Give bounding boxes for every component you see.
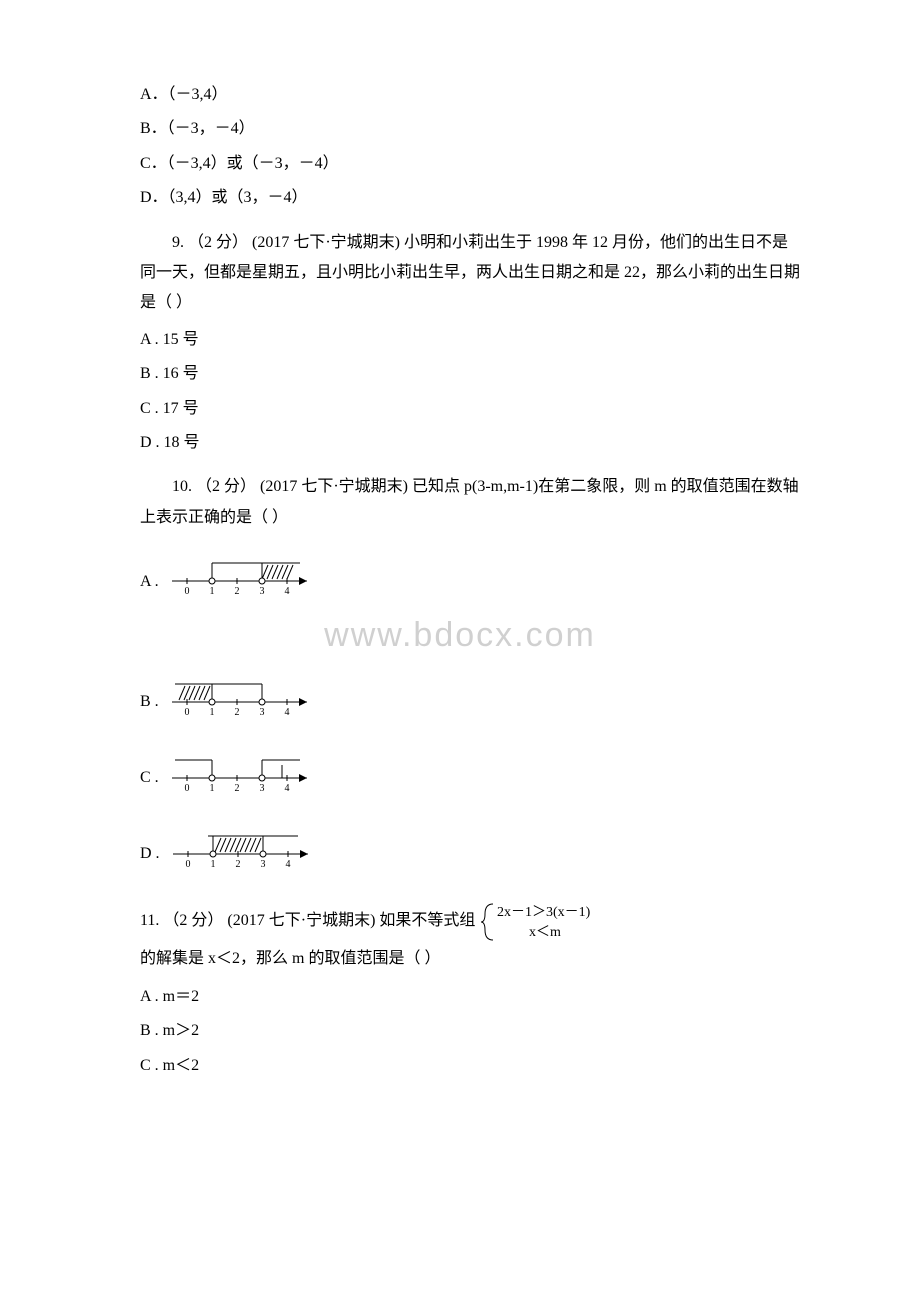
svg-text:4: 4 bbox=[284, 783, 289, 794]
q11-stem-line: 11. （2 分） (2017 七下·宁城期末) 如果不等式组 2x－1＞3(x… bbox=[140, 900, 820, 944]
watermark: www.bdocx.com bbox=[100, 603, 820, 668]
q10-option-c-label: C . bbox=[140, 763, 159, 793]
svg-text:2: 2 bbox=[234, 707, 239, 718]
q8-option-b: B．（－3，－4） bbox=[140, 114, 820, 144]
brace-system-icon: 2x－1＞3(x－1) x＜m bbox=[481, 900, 631, 944]
svg-text:2x－1＞3(x－1): 2x－1＞3(x－1) bbox=[497, 905, 591, 920]
q10-option-a-label: A . bbox=[140, 567, 159, 597]
q11-option-a: A . m＝2 bbox=[140, 982, 820, 1012]
number-line-a: 0 1 2 3 4 bbox=[167, 551, 317, 597]
q10-option-d: D . 0 1 2 3 4 bbox=[140, 824, 820, 870]
svg-text:2: 2 bbox=[234, 783, 239, 794]
svg-text:1: 1 bbox=[209, 707, 214, 718]
svg-text:x＜m: x＜m bbox=[529, 925, 561, 940]
q10-option-c: C . 0 1 2 3 4 bbox=[140, 748, 820, 794]
q8-option-a: A．（－3,4） bbox=[140, 80, 820, 110]
svg-text:1: 1 bbox=[209, 586, 214, 597]
svg-text:1: 1 bbox=[209, 783, 214, 794]
number-line-d: 0 1 2 3 4 bbox=[168, 824, 318, 870]
number-line-c: 0 1 2 3 4 bbox=[167, 748, 317, 794]
number-line-b: 0 1 2 3 4 bbox=[167, 672, 317, 718]
svg-text:3: 3 bbox=[259, 783, 264, 794]
q10-option-b-label: B . bbox=[140, 687, 159, 717]
svg-text:3: 3 bbox=[260, 859, 265, 870]
q9-option-b: B . 16 号 bbox=[140, 359, 820, 389]
q9-stem: 9. （2 分） (2017 七下·宁城期末) 小明和小莉出生于 1998 年 … bbox=[100, 228, 820, 319]
q10-option-d-label: D . bbox=[140, 839, 160, 869]
svg-text:0: 0 bbox=[185, 859, 190, 870]
q11-option-c: C . m＜2 bbox=[140, 1051, 820, 1081]
svg-text:4: 4 bbox=[284, 586, 289, 597]
svg-text:3: 3 bbox=[259, 586, 264, 597]
q9-option-d: D . 18 号 bbox=[140, 428, 820, 458]
svg-text:0: 0 bbox=[184, 586, 189, 597]
q11-suffix: 的解集是 x＜2，那么 m 的取值范围是（ ） bbox=[140, 944, 820, 974]
svg-text:4: 4 bbox=[284, 707, 289, 718]
svg-text:2: 2 bbox=[234, 586, 239, 597]
svg-text:3: 3 bbox=[259, 707, 264, 718]
q10-option-b: B . 0 1 2 3 4 bbox=[140, 672, 820, 718]
q8-option-c: C．（－3,4）或（－3，－4） bbox=[140, 149, 820, 179]
q10-option-a: A . 0 1 2 3 4 bbox=[140, 551, 820, 597]
q10-stem: 10. （2 分） (2017 七下·宁城期末) 已知点 p(3-m,m-1)在… bbox=[100, 472, 820, 533]
q8-option-d: D．（3,4）或（3，－4） bbox=[140, 183, 820, 213]
svg-text:2: 2 bbox=[235, 859, 240, 870]
q11-prefix: 11. （2 分） (2017 七下·宁城期末) 如果不等式组 bbox=[140, 906, 475, 936]
svg-text:0: 0 bbox=[184, 783, 189, 794]
svg-text:1: 1 bbox=[210, 859, 215, 870]
q11-option-b: B . m＞2 bbox=[140, 1016, 820, 1046]
svg-text:4: 4 bbox=[285, 859, 290, 870]
q9-option-a: A . 15 号 bbox=[140, 325, 820, 355]
q11-system: 2x－1＞3(x－1) x＜m bbox=[481, 900, 631, 944]
q9-option-c: C . 17 号 bbox=[140, 394, 820, 424]
svg-text:0: 0 bbox=[184, 707, 189, 718]
